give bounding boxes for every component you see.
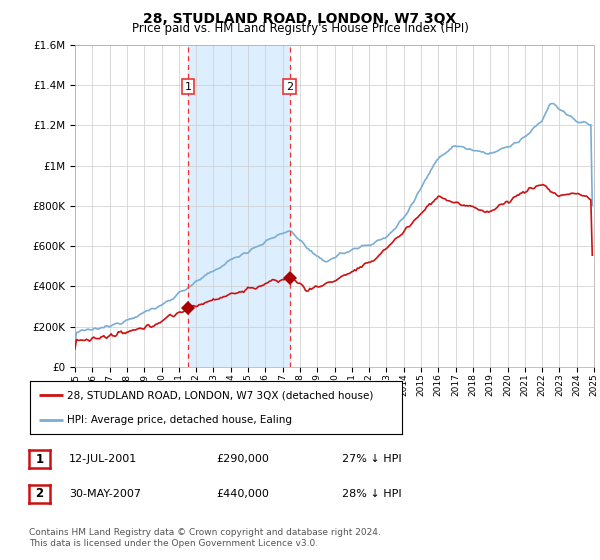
- Text: 30-MAY-2007: 30-MAY-2007: [69, 489, 141, 499]
- Text: 28, STUDLAND ROAD, LONDON, W7 3QX (detached house): 28, STUDLAND ROAD, LONDON, W7 3QX (detac…: [67, 390, 374, 400]
- Text: Price paid vs. HM Land Registry's House Price Index (HPI): Price paid vs. HM Land Registry's House …: [131, 22, 469, 35]
- Text: 27% ↓ HPI: 27% ↓ HPI: [342, 454, 401, 464]
- Text: 28, STUDLAND ROAD, LONDON, W7 3QX: 28, STUDLAND ROAD, LONDON, W7 3QX: [143, 12, 457, 26]
- Text: HPI: Average price, detached house, Ealing: HPI: Average price, detached house, Eali…: [67, 414, 292, 424]
- Bar: [188, 45, 290, 367]
- Text: 1: 1: [185, 82, 191, 92]
- Text: 2: 2: [35, 487, 44, 501]
- Text: 28% ↓ HPI: 28% ↓ HPI: [342, 489, 401, 499]
- Text: £290,000: £290,000: [216, 454, 269, 464]
- Text: Contains HM Land Registry data © Crown copyright and database right 2024.
This d: Contains HM Land Registry data © Crown c…: [29, 528, 380, 548]
- Text: 2: 2: [286, 82, 293, 92]
- Text: £440,000: £440,000: [216, 489, 269, 499]
- Text: 12-JUL-2001: 12-JUL-2001: [69, 454, 137, 464]
- Text: 1: 1: [35, 452, 44, 466]
